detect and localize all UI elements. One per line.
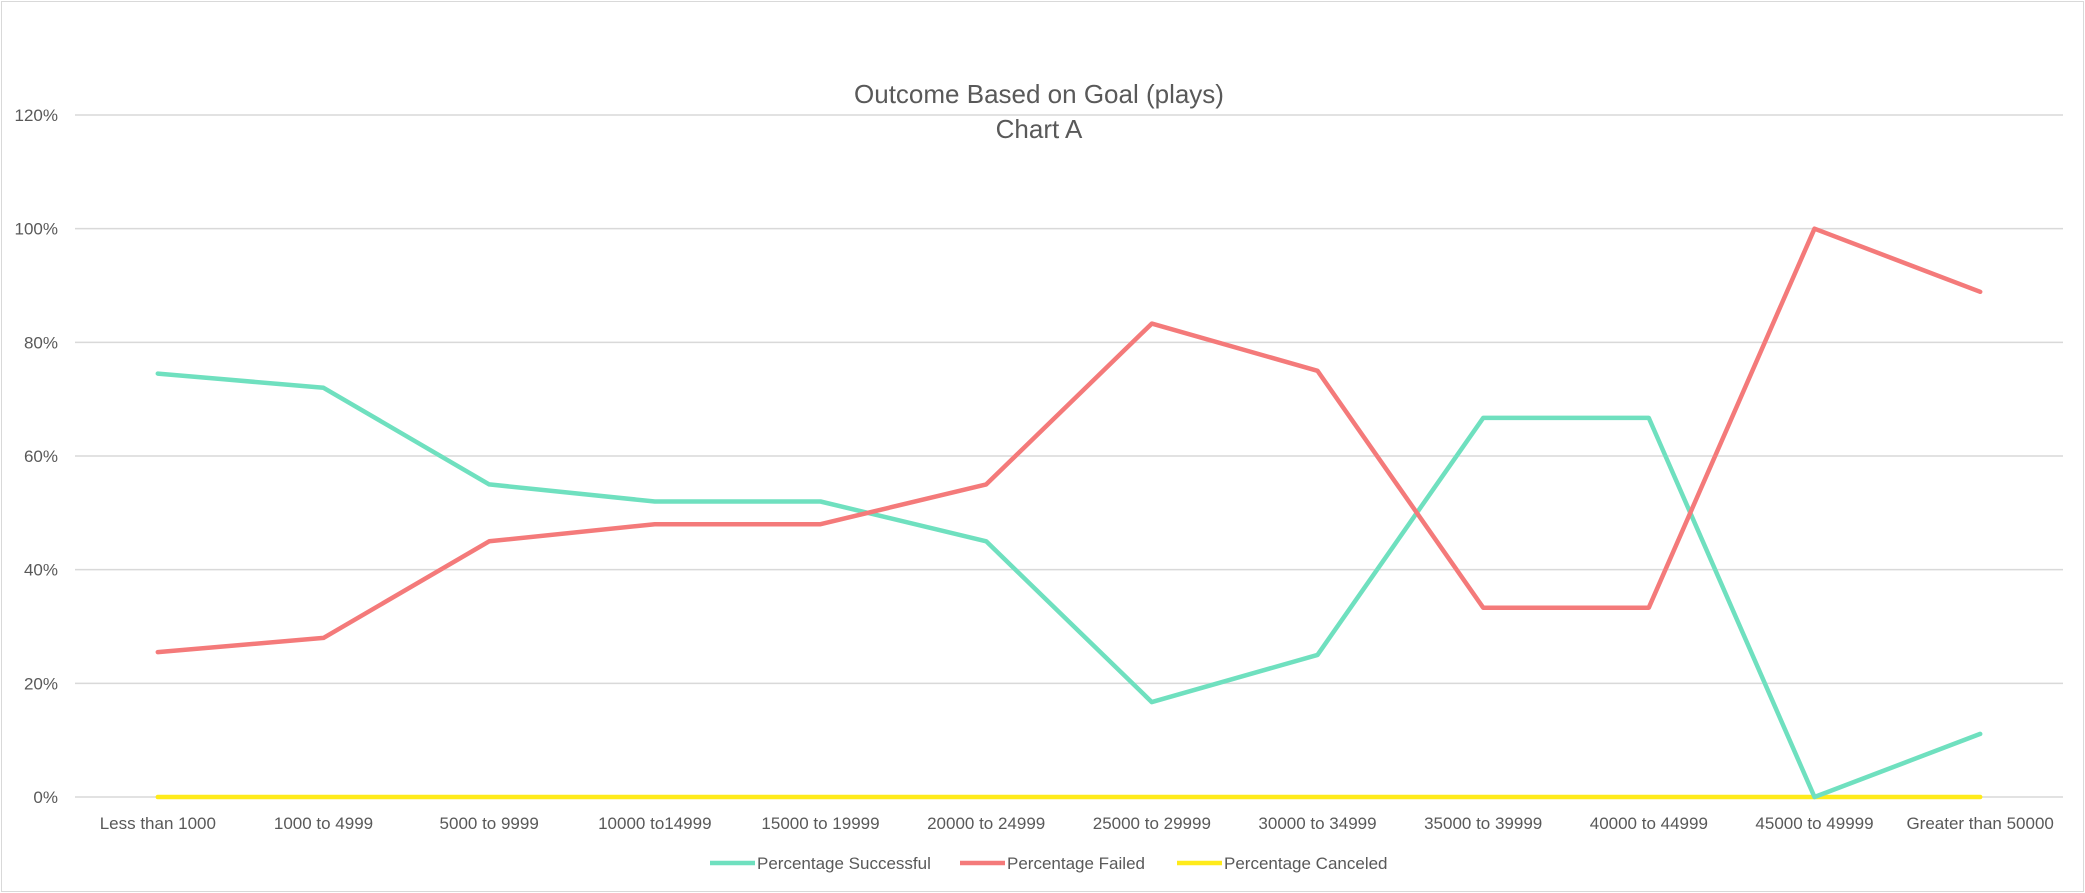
x-tick-label: 45000 to 49999 — [1755, 814, 1873, 833]
y-tick-label: 80% — [24, 333, 58, 352]
y-tick-label: 60% — [24, 447, 58, 466]
x-tick-label: 10000 to14999 — [598, 814, 711, 833]
y-tick-label: 40% — [24, 561, 58, 580]
x-axis: Less than 1000 1000 to 4999 5000 to 9999 10… — [100, 814, 2054, 833]
legend-label: Percentage Successful — [757, 854, 931, 873]
x-tick-label: Greater than 50000 — [1906, 814, 2053, 833]
y-tick-label: 0% — [33, 788, 58, 807]
legend-label: Percentage Canceled — [1224, 854, 1388, 873]
series-line — [155, 371, 1983, 800]
x-tick-label: 15000 to 19999 — [761, 814, 879, 833]
y-tick-label: 100% — [15, 220, 58, 239]
y-tick-label: 20% — [24, 674, 58, 693]
chart-subtitle: Chart A — [996, 114, 1083, 144]
series-line — [155, 226, 1983, 655]
legend: Percentage Successful Percentage Failed Pe… — [710, 854, 1388, 873]
series-lines — [155, 226, 1983, 800]
y-axis: 0% 20% 40% 60% 80% 100% 120% — [15, 106, 58, 807]
x-tick-label: 5000 to 9999 — [440, 814, 539, 833]
x-tick-label: 30000 to 34999 — [1258, 814, 1376, 833]
legend-label: Percentage Failed — [1007, 854, 1145, 873]
x-tick-label: 20000 to 24999 — [927, 814, 1045, 833]
x-tick-label: 40000 to 44999 — [1590, 814, 1708, 833]
gridlines — [75, 114, 2063, 798]
chart-title: Outcome Based on Goal (plays) — [854, 79, 1224, 109]
x-tick-label: 35000 to 39999 — [1424, 814, 1542, 833]
x-tick-label: 25000 to 29999 — [1093, 814, 1211, 833]
x-tick-label: Less than 1000 — [100, 814, 216, 833]
x-tick-label: 1000 to 4999 — [274, 814, 373, 833]
y-tick-label: 120% — [15, 106, 58, 125]
